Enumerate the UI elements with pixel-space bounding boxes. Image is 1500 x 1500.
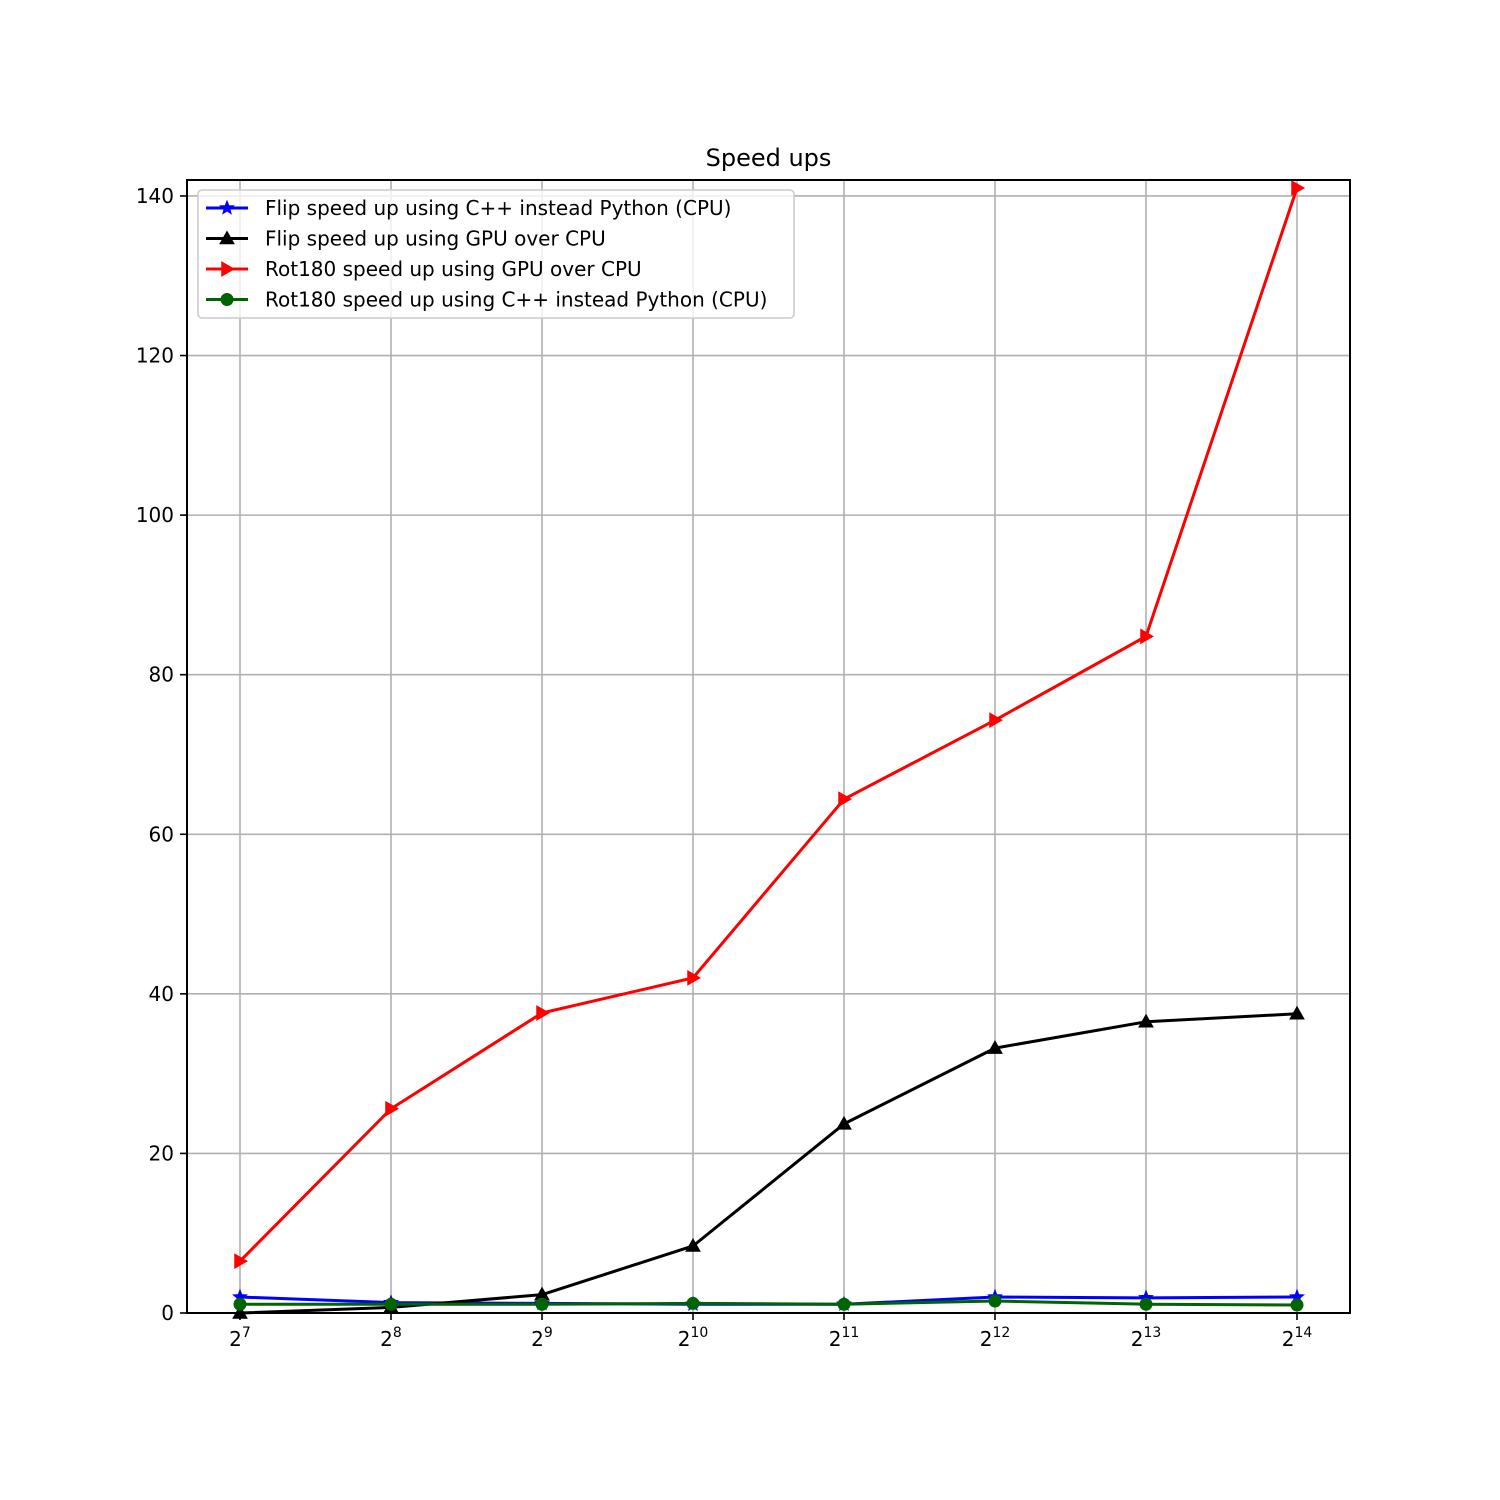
legend-label: Rot180 speed up using GPU over CPU — [265, 257, 642, 281]
data-point — [535, 1297, 549, 1311]
x-tick-label: 213 — [1131, 1325, 1162, 1351]
legend-item: Flip speed up using GPU over CPU — [206, 227, 606, 251]
data-point — [836, 1115, 852, 1130]
legend-marker — [219, 199, 235, 215]
data-point — [1140, 628, 1155, 645]
legend-marker — [220, 293, 234, 306]
plot-frame — [186, 179, 1351, 1314]
series-line — [239, 1012, 1298, 1315]
x-tick-label-base: 2 — [980, 1327, 993, 1351]
data-point — [1139, 1297, 1153, 1311]
y-tick-label: 100 — [136, 503, 174, 527]
y-tick-label: 140 — [136, 184, 174, 208]
x-tick-label-base: 2 — [829, 1327, 842, 1351]
series-4 — [233, 1294, 1304, 1312]
legend: Flip speed up using C++ instead Python (… — [197, 189, 795, 319]
data-point — [384, 1297, 398, 1311]
data-point — [685, 1237, 701, 1252]
x-tick-label-exponent: 8 — [393, 1325, 402, 1341]
legend-label: Flip speed up using GPU over CPU — [265, 227, 606, 251]
data-point — [536, 1005, 551, 1021]
data-point — [233, 1297, 247, 1311]
legend-marker — [221, 261, 236, 277]
x-tick-label: 27 — [229, 1325, 251, 1351]
y-tick-label: 40 — [149, 982, 174, 1006]
x-tick-label-exponent: 12 — [992, 1325, 1010, 1341]
data-point — [838, 791, 853, 808]
x-tick-label-base: 2 — [1282, 1327, 1295, 1351]
y-tick-label: 20 — [149, 1141, 174, 1165]
y-tick-label: 80 — [149, 663, 174, 687]
x-tick-label-exponent: 14 — [1294, 1325, 1312, 1341]
data-point — [1138, 1013, 1154, 1028]
x-tick-label-exponent: 13 — [1143, 1325, 1161, 1341]
legend-label: Rot180 speed up using C++ instead Python… — [265, 288, 767, 312]
series-lines — [232, 180, 1306, 1319]
x-tick-label-base: 2 — [380, 1327, 393, 1351]
legend-item: Flip speed up using C++ instead Python (… — [206, 196, 731, 220]
legend-marker — [219, 230, 235, 245]
data-point — [687, 970, 702, 986]
x-tick-label-exponent: 11 — [841, 1325, 859, 1341]
data-point — [385, 1100, 400, 1117]
series-2 — [232, 1005, 1305, 1319]
y-tick-label: 120 — [136, 344, 174, 368]
x-tick-label: 210 — [678, 1325, 709, 1351]
series-3 — [234, 180, 1306, 1269]
data-point — [837, 1297, 851, 1311]
legend-item: Rot180 speed up using GPU over CPU — [206, 257, 642, 281]
data-point — [1291, 180, 1306, 196]
legend-box — [197, 189, 795, 319]
data-point — [686, 1296, 700, 1310]
grid — [187, 180, 1350, 1314]
y-tick-label: 60 — [149, 822, 174, 846]
x-tick-label: 214 — [1282, 1325, 1313, 1351]
series-line — [240, 1299, 1298, 1307]
x-tick-label-exponent: 9 — [544, 1325, 553, 1341]
x-tick-label: 29 — [531, 1325, 553, 1351]
x-tick-label-base: 2 — [1131, 1327, 1144, 1351]
x-tick-label: 211 — [829, 1325, 860, 1351]
y-tick-label: 0 — [161, 1301, 174, 1325]
data-point — [234, 1253, 249, 1269]
x-tick-label-base: 2 — [678, 1327, 691, 1351]
series-line — [238, 187, 1299, 1263]
legend-label: Flip speed up using C++ instead Python (… — [265, 196, 731, 220]
x-tick-label: 28 — [380, 1325, 402, 1351]
x-tick-label-exponent: 7 — [242, 1325, 251, 1341]
data-point — [989, 712, 1004, 729]
chart-title: Speed ups — [706, 144, 832, 172]
x-tick-label-exponent: 10 — [690, 1325, 708, 1341]
data-point — [987, 1040, 1003, 1054]
data-point — [988, 1294, 1002, 1308]
x-tick-label-base: 2 — [229, 1327, 242, 1351]
legend-item: Rot180 speed up using C++ instead Python… — [206, 288, 767, 312]
x-tick-label-base: 2 — [531, 1327, 544, 1351]
data-point — [1290, 1298, 1304, 1312]
x-tick-label: 212 — [980, 1325, 1011, 1351]
data-point — [1289, 1005, 1305, 1020]
